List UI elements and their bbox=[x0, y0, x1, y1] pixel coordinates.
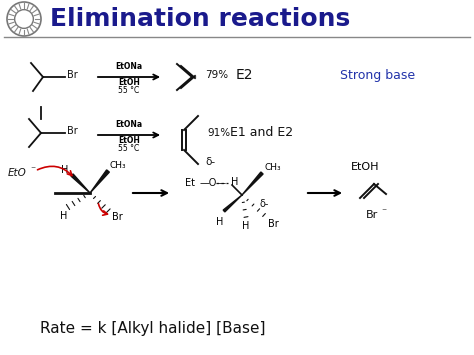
Text: Rate = k [Alkyl halide] [Base]: Rate = k [Alkyl halide] [Base] bbox=[40, 322, 265, 337]
Text: EtONa: EtONa bbox=[116, 120, 143, 129]
Text: 55 °C: 55 °C bbox=[118, 144, 140, 153]
Text: Br: Br bbox=[366, 210, 378, 220]
Text: —O—: —O— bbox=[200, 178, 227, 188]
Text: ⁻: ⁻ bbox=[30, 165, 35, 175]
Text: EtOH: EtOH bbox=[118, 136, 140, 145]
Text: E1 and E2: E1 and E2 bbox=[230, 126, 293, 140]
Text: H: H bbox=[231, 177, 238, 187]
Text: Elimination reactions: Elimination reactions bbox=[50, 7, 350, 31]
Text: Br: Br bbox=[112, 212, 123, 222]
Polygon shape bbox=[71, 174, 90, 193]
Text: EtOH: EtOH bbox=[351, 162, 379, 172]
Text: H: H bbox=[61, 165, 68, 175]
Text: E2: E2 bbox=[236, 68, 254, 82]
Polygon shape bbox=[242, 172, 263, 195]
Text: EtO: EtO bbox=[8, 168, 27, 178]
Text: 91%: 91% bbox=[207, 128, 230, 138]
Text: ⁻: ⁻ bbox=[382, 207, 387, 217]
Text: Br: Br bbox=[67, 126, 78, 136]
Text: CH₃: CH₃ bbox=[110, 160, 127, 169]
Text: 79%: 79% bbox=[205, 70, 228, 80]
Polygon shape bbox=[223, 195, 242, 212]
Text: H: H bbox=[242, 221, 250, 231]
Text: δ-: δ- bbox=[260, 199, 269, 209]
Text: 55 °C: 55 °C bbox=[118, 86, 140, 95]
Text: EtOH: EtOH bbox=[118, 78, 140, 87]
Text: H: H bbox=[60, 211, 68, 221]
Text: EtONa: EtONa bbox=[116, 62, 143, 71]
Text: δ-: δ- bbox=[205, 157, 215, 167]
Text: Br: Br bbox=[268, 219, 279, 229]
Text: Et: Et bbox=[185, 178, 195, 188]
Text: Strong base: Strong base bbox=[340, 69, 415, 82]
Polygon shape bbox=[90, 170, 109, 193]
Text: H: H bbox=[216, 217, 224, 227]
Text: CH₃: CH₃ bbox=[265, 163, 282, 171]
Text: Br: Br bbox=[67, 70, 78, 80]
